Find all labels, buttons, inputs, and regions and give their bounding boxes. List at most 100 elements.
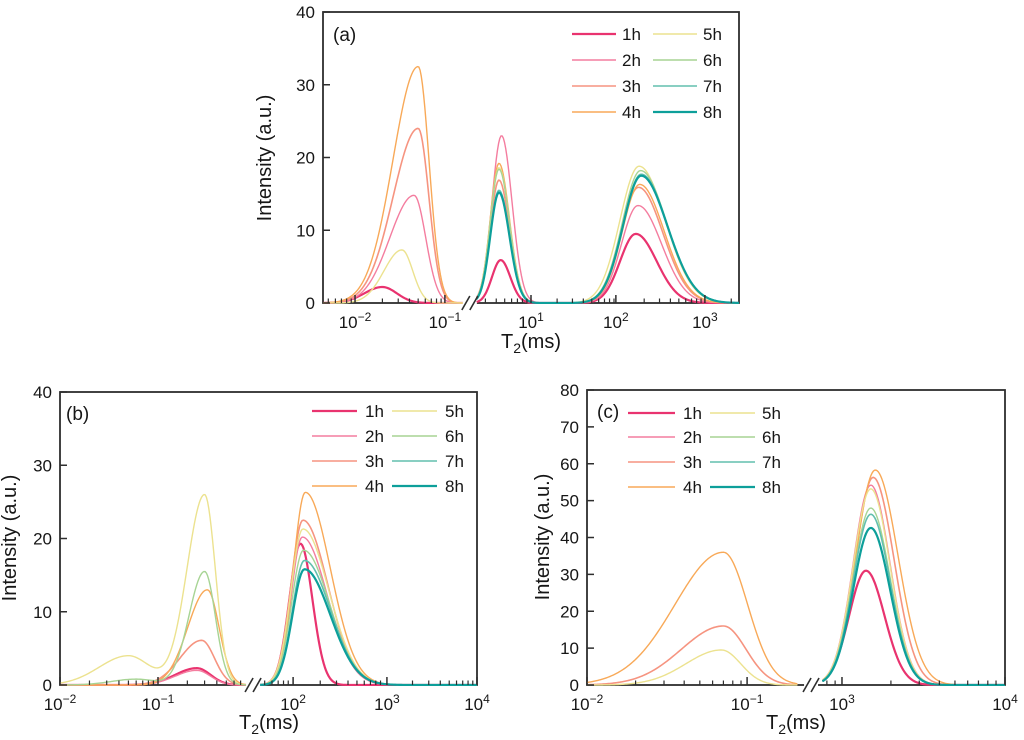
curve-c-3h xyxy=(587,625,798,686)
y-tick-label: 70 xyxy=(560,418,579,437)
y-tick-label: 0 xyxy=(43,676,52,695)
curve-b-3h xyxy=(259,519,477,686)
legend-label-4h: 4h xyxy=(622,103,641,122)
curve-a-4h xyxy=(476,162,739,304)
y-tick-label: 10 xyxy=(296,221,315,240)
x-axis-title-a: T2(ms) xyxy=(501,331,561,356)
panel-label-b: (b) xyxy=(66,404,89,425)
legend-label-3h: 3h xyxy=(683,453,702,472)
curve-a-5h xyxy=(476,165,739,304)
legend-item-5h: 5h xyxy=(392,402,464,421)
y-tick-label: 30 xyxy=(296,76,315,95)
legend-label-8h: 8h xyxy=(762,478,781,497)
break-slash xyxy=(810,677,820,693)
plot-frame-c xyxy=(586,389,1006,686)
legend-label-6h: 6h xyxy=(445,427,464,446)
legend-item-2h: 2h xyxy=(312,427,384,446)
x-axis-title-c: T2(ms) xyxy=(766,712,826,737)
y-tick-label: 20 xyxy=(560,602,579,621)
y-tick-label: 0 xyxy=(570,676,579,695)
x-tick-label: 103 xyxy=(692,310,718,332)
legend-item-3h: 3h xyxy=(312,452,384,471)
x-tick-label: 102 xyxy=(280,692,306,714)
x-tick-label: 104 xyxy=(992,692,1018,714)
curve-a-5h xyxy=(323,249,464,304)
curve-c-5h xyxy=(587,649,798,686)
legend-item-8h: 8h xyxy=(392,477,464,496)
y-axis-a: 0 10 20 30 40 xyxy=(296,3,330,313)
x-axis-a: 10−2 10−1 101 102 103 xyxy=(327,295,732,332)
x-tick-label: 10−2 xyxy=(339,310,372,332)
curve-a-3h xyxy=(323,127,464,304)
legend-item-1h: 1h xyxy=(628,404,702,423)
legend-label-5h: 5h xyxy=(445,402,464,421)
y-tick-label: 20 xyxy=(33,530,52,549)
legend-item-4h: 4h xyxy=(572,103,641,122)
panel-c: 0 10 20 30 40 50 60 70 80 10−2 10−1 103 104 (c) Intens… xyxy=(532,381,1018,737)
legend-item-4h: 4h xyxy=(628,478,702,497)
legend-label-2h: 2h xyxy=(622,51,641,70)
curves-a xyxy=(323,65,739,304)
legend-item-8h: 8h xyxy=(653,103,722,122)
curve-a-1h xyxy=(475,232,739,304)
curve-b-3h xyxy=(60,639,247,686)
legend-item-6h: 6h xyxy=(392,427,464,446)
x-axis-b: 10−2 10−1 102 103 104 xyxy=(44,677,490,714)
y-tick-label: 10 xyxy=(33,603,52,622)
break-slash xyxy=(244,677,254,693)
legend-label-3h: 3h xyxy=(622,77,641,96)
axis-break-b xyxy=(244,677,262,693)
legend-item-5h: 5h xyxy=(710,404,781,423)
y-tick-label: 10 xyxy=(560,639,579,658)
legend-item-8h: 8h xyxy=(710,478,781,497)
y-tick-label: 40 xyxy=(296,3,315,22)
legend-item-4h: 4h xyxy=(312,477,384,496)
legend-item-7h: 7h xyxy=(392,452,464,471)
axis-break-a xyxy=(461,295,479,311)
legend-label-5h: 5h xyxy=(762,404,781,423)
legend-label-5h: 5h xyxy=(703,25,722,44)
legend-item-1h: 1h xyxy=(312,402,384,421)
curves-b xyxy=(60,491,477,686)
legend-label-2h: 2h xyxy=(365,427,384,446)
y-tick-label: 60 xyxy=(560,455,579,474)
curve-c-4h xyxy=(587,551,798,685)
legend-label-7h: 7h xyxy=(445,452,464,471)
x-tick-label: 104 xyxy=(464,692,490,714)
break-slash xyxy=(252,677,262,693)
legend-item-3h: 3h xyxy=(628,453,702,472)
curve-c-8h xyxy=(822,526,1005,686)
legend-label-6h: 6h xyxy=(762,428,781,447)
legend-item-7h: 7h xyxy=(653,77,722,96)
break-slash xyxy=(461,295,471,311)
legend-item-2h: 2h xyxy=(628,428,702,447)
y-tick-label: 40 xyxy=(560,529,579,548)
legend-label-1h: 1h xyxy=(622,25,641,44)
x-tick-label: 10−2 xyxy=(44,692,77,714)
x-tick-label: 103 xyxy=(374,692,400,714)
legend-label-4h: 4h xyxy=(683,478,702,497)
legend-label-1h: 1h xyxy=(683,404,702,423)
x-tick-label: 10−1 xyxy=(731,692,764,714)
legend-label-8h: 8h xyxy=(703,103,722,122)
y-tick-label: 40 xyxy=(33,383,52,402)
x-tick-label: 101 xyxy=(518,310,544,332)
panel-label-a: (a) xyxy=(333,25,356,46)
y-tick-label: 50 xyxy=(560,492,579,511)
legend-item-5h: 5h xyxy=(653,25,722,44)
break-slash xyxy=(469,295,479,311)
plot-frame-a xyxy=(322,11,740,304)
legend-label-1h: 1h xyxy=(365,402,384,421)
legend-item-6h: 6h xyxy=(653,51,722,70)
x-tick-label: 10−2 xyxy=(571,692,604,714)
y-tick-label: 30 xyxy=(560,565,579,584)
x-tick-label: 10−1 xyxy=(142,692,175,714)
legend-label-6h: 6h xyxy=(703,51,722,70)
legend-label-7h: 7h xyxy=(762,453,781,472)
x-tick-label: 10−1 xyxy=(429,310,462,332)
y-axis-title-c: Intensity (a.u.) xyxy=(532,474,554,601)
x-axis-title-b: T2(ms) xyxy=(239,712,299,737)
legend-item-3h: 3h xyxy=(572,77,641,96)
